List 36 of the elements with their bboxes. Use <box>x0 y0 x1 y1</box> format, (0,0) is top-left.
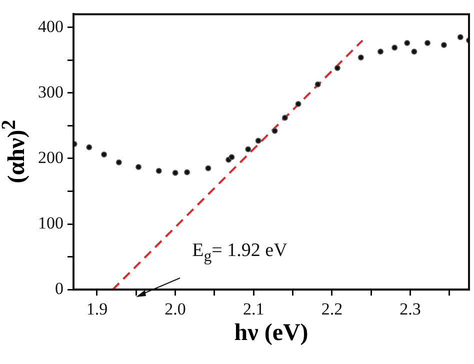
point <box>358 54 364 60</box>
point <box>282 114 288 121</box>
point <box>205 165 212 172</box>
point <box>156 168 162 174</box>
point <box>314 81 321 88</box>
point <box>334 64 340 71</box>
point <box>228 154 235 160</box>
point <box>404 40 410 46</box>
point <box>440 42 447 48</box>
x-tick-label: 1.9 <box>86 299 108 318</box>
x-tick-label: 2.3 <box>400 299 421 318</box>
point <box>255 138 262 144</box>
annotation: E$_{g}$= 1.92 eV <box>192 240 288 266</box>
y-tick-label: 200 <box>38 148 64 167</box>
point <box>272 128 278 134</box>
y-tick-label: 400 <box>38 16 64 36</box>
y-tick-label: 100 <box>38 213 64 232</box>
x-tick-label: 2.1 <box>243 299 264 318</box>
point <box>86 144 92 150</box>
point <box>101 152 108 158</box>
point <box>184 169 190 176</box>
x-tick-label: 2.0 <box>164 299 186 318</box>
point <box>116 159 122 166</box>
x-tick-label: 2.2 <box>321 299 343 318</box>
point <box>424 40 430 46</box>
point <box>411 48 418 55</box>
point <box>295 101 302 108</box>
point <box>172 170 178 176</box>
point <box>378 48 384 55</box>
point <box>457 34 464 40</box>
point <box>392 44 398 51</box>
y-tick-label: 300 <box>38 82 64 102</box>
point <box>245 146 252 152</box>
x-axis-title: hν (eV) <box>234 320 308 347</box>
y-tick-label: 0 <box>55 279 64 298</box>
point <box>136 164 142 170</box>
